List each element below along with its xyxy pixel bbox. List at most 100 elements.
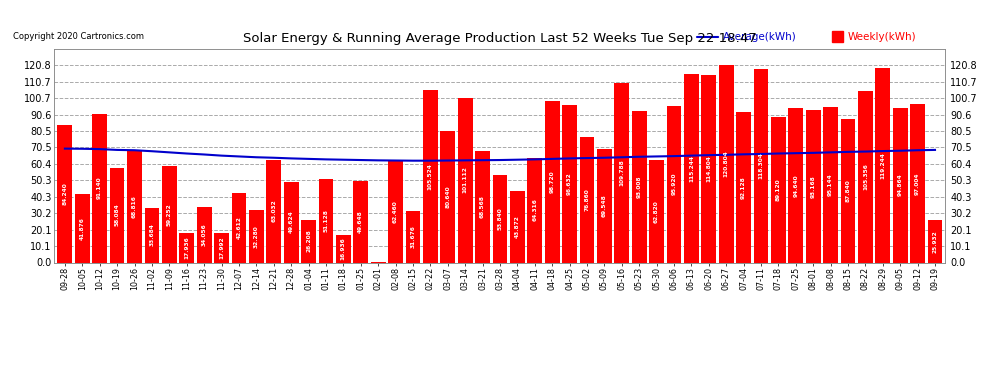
Bar <box>475 151 490 262</box>
Text: 63.032: 63.032 <box>271 200 276 222</box>
Bar <box>284 182 299 262</box>
Bar <box>145 207 159 262</box>
Bar <box>127 150 142 262</box>
Text: 59.252: 59.252 <box>166 203 172 225</box>
Bar <box>266 160 281 262</box>
Bar <box>615 83 630 262</box>
Text: 68.568: 68.568 <box>480 195 485 218</box>
Text: Average(kWh): Average(kWh) <box>723 32 796 42</box>
Text: 32.280: 32.280 <box>253 225 258 248</box>
Bar <box>423 90 438 262</box>
Bar <box>858 91 873 262</box>
Text: 49.624: 49.624 <box>289 211 294 233</box>
Text: 25.932: 25.932 <box>933 230 938 253</box>
Bar <box>319 179 334 262</box>
Bar <box>336 235 350 262</box>
Text: 26.208: 26.208 <box>306 230 311 252</box>
Text: Copyright 2020 Cartronics.com: Copyright 2020 Cartronics.com <box>13 32 144 41</box>
Bar <box>562 105 577 262</box>
Text: 105.356: 105.356 <box>863 163 868 190</box>
Bar <box>649 160 664 262</box>
Text: 17.992: 17.992 <box>219 237 224 259</box>
Text: 94.640: 94.640 <box>793 174 798 196</box>
Bar <box>684 75 699 262</box>
Bar <box>806 111 821 262</box>
Bar <box>353 182 368 262</box>
Bar <box>928 220 942 262</box>
Bar <box>893 108 908 262</box>
Text: 53.840: 53.840 <box>497 207 503 230</box>
Bar <box>737 112 751 262</box>
Bar <box>701 75 716 262</box>
Text: 17.936: 17.936 <box>184 237 189 259</box>
Bar <box>632 111 646 262</box>
Text: 109.788: 109.788 <box>620 159 625 186</box>
Text: 16.936: 16.936 <box>341 237 346 260</box>
Bar <box>301 220 316 262</box>
Bar <box>824 107 838 262</box>
Text: 97.004: 97.004 <box>915 172 920 195</box>
Bar <box>179 233 194 262</box>
Bar <box>406 211 421 262</box>
Bar <box>528 158 543 262</box>
Text: 96.632: 96.632 <box>567 172 572 195</box>
Text: 93.008: 93.008 <box>637 176 642 198</box>
Text: 93.168: 93.168 <box>811 175 816 198</box>
Bar <box>841 119 855 262</box>
Bar <box>75 194 90 262</box>
Text: 62.460: 62.460 <box>393 200 398 223</box>
Bar <box>753 69 768 262</box>
Bar <box>510 191 525 262</box>
Bar <box>57 125 72 262</box>
Text: 58.084: 58.084 <box>115 204 120 226</box>
Text: 95.144: 95.144 <box>828 174 834 196</box>
Text: 68.816: 68.816 <box>132 195 137 218</box>
Bar <box>579 137 594 262</box>
Text: 62.820: 62.820 <box>654 200 659 223</box>
Bar <box>441 131 455 262</box>
Bar <box>493 175 507 262</box>
Text: 98.720: 98.720 <box>549 171 554 193</box>
Text: 64.316: 64.316 <box>533 199 538 222</box>
Text: Weekly(kWh): Weekly(kWh) <box>847 32 916 42</box>
Text: 89.120: 89.120 <box>776 178 781 201</box>
Bar <box>110 168 125 262</box>
Text: 34.056: 34.056 <box>202 224 207 246</box>
Bar <box>771 117 786 262</box>
Bar <box>232 193 247 262</box>
Text: 87.840: 87.840 <box>845 180 850 202</box>
Text: 95.920: 95.920 <box>671 173 676 195</box>
Bar <box>666 106 681 262</box>
Text: 84.240: 84.240 <box>62 182 67 205</box>
Bar <box>197 207 212 262</box>
Bar <box>248 210 263 262</box>
Text: 105.524: 105.524 <box>428 163 433 190</box>
Bar <box>457 98 472 262</box>
Text: 41.876: 41.876 <box>80 217 85 240</box>
Bar <box>833 31 842 42</box>
Text: 118.304: 118.304 <box>758 153 763 179</box>
Bar <box>92 114 107 262</box>
Bar <box>388 160 403 262</box>
Bar <box>597 149 612 262</box>
Bar <box>162 166 176 262</box>
Text: 101.112: 101.112 <box>462 166 467 194</box>
Bar <box>719 65 734 262</box>
Text: 49.648: 49.648 <box>358 211 363 233</box>
Text: 42.612: 42.612 <box>237 216 242 239</box>
Bar <box>214 233 229 262</box>
Text: 51.128: 51.128 <box>324 209 329 232</box>
Title: Solar Energy & Running Average Production Last 52 Weeks Tue Sep 22 18:47: Solar Energy & Running Average Productio… <box>244 32 756 45</box>
Text: 119.244: 119.244 <box>880 152 885 178</box>
Text: 33.684: 33.684 <box>149 224 154 246</box>
Bar <box>910 104 925 262</box>
Text: 80.640: 80.640 <box>446 185 450 208</box>
Text: 69.548: 69.548 <box>602 194 607 217</box>
Bar <box>788 108 803 262</box>
Text: 91.140: 91.140 <box>97 177 102 200</box>
Text: 43.872: 43.872 <box>515 215 520 238</box>
Text: 114.804: 114.804 <box>706 155 711 182</box>
Text: 120.804: 120.804 <box>724 151 729 177</box>
Text: 115.244: 115.244 <box>689 155 694 182</box>
Bar <box>544 101 559 262</box>
